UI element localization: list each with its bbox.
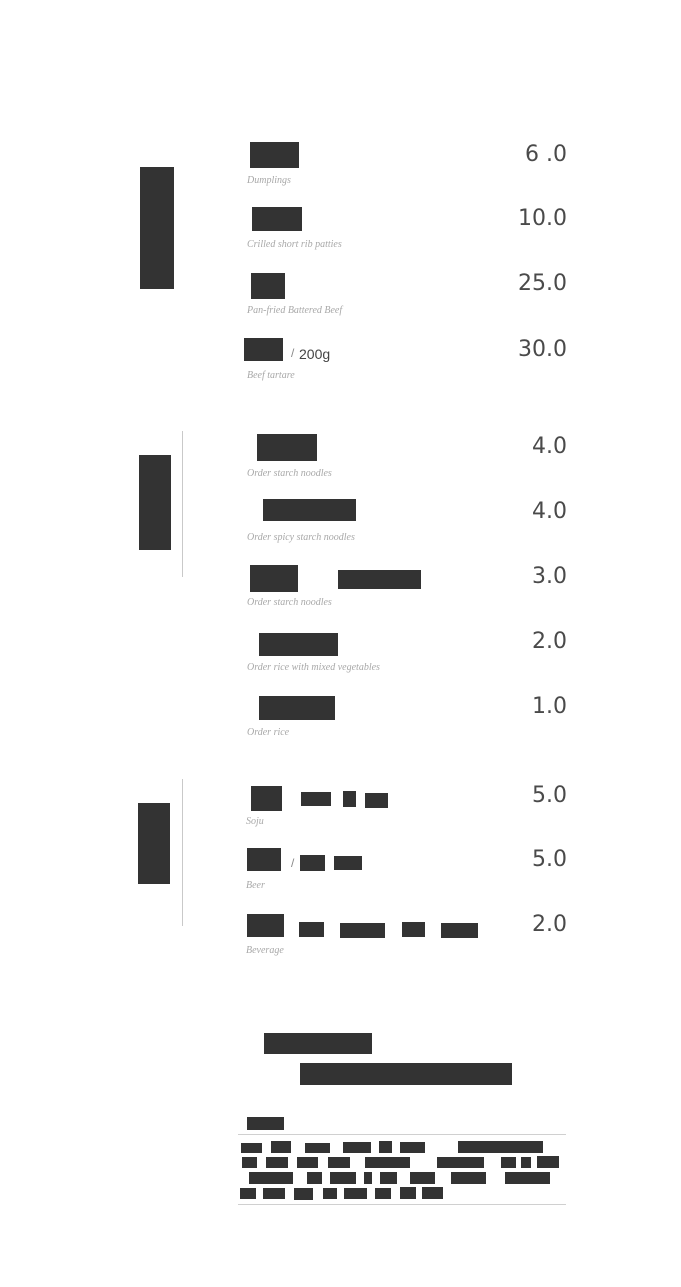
separator-slash: / <box>291 856 295 870</box>
notes-text-redacted <box>241 1143 262 1153</box>
item-price: 6 .0 <box>525 142 567 167</box>
item-name-redacted <box>259 633 338 656</box>
item-name-redacted <box>250 565 298 592</box>
notes-text-redacted <box>330 1172 356 1184</box>
notes-text-redacted <box>271 1141 291 1153</box>
footer-heading-redacted <box>264 1033 372 1054</box>
item-name-redacted <box>301 792 331 806</box>
item-price: 2.0 <box>532 912 567 937</box>
notes-text-redacted <box>537 1156 559 1168</box>
item-price: 4.0 <box>532 499 567 524</box>
item-price: 2.0 <box>532 629 567 654</box>
notes-text-redacted <box>263 1188 285 1199</box>
item-price: 4.0 <box>532 434 567 459</box>
item-name-redacted <box>338 570 421 589</box>
item-name-redacted <box>259 696 335 720</box>
item-name-en: Beef tartare <box>247 370 295 381</box>
notes-text-redacted <box>364 1172 372 1184</box>
item-name-en: Order rice with mixed vegetables <box>247 662 380 673</box>
footer-subheading-redacted <box>300 1063 512 1085</box>
item-name-redacted <box>334 856 362 870</box>
notes-text-redacted <box>410 1172 435 1184</box>
item-name-redacted <box>299 922 324 937</box>
item-name-redacted <box>441 923 478 938</box>
item-name-en: Order starch noodles <box>247 468 332 479</box>
item-name-redacted <box>251 786 282 811</box>
notes-text-redacted <box>294 1188 313 1200</box>
item-name-en: Dumplings <box>247 175 291 186</box>
item-name-en: Crilled short rib patties <box>247 239 342 250</box>
item-name-en: Beverage <box>246 945 284 956</box>
item-name-redacted <box>402 922 425 937</box>
item-weight: 200g <box>299 346 331 362</box>
notes-text-redacted <box>344 1188 367 1199</box>
notes-text-redacted <box>375 1188 391 1199</box>
notes-text-redacted <box>380 1172 397 1184</box>
item-name-en: Order starch noodles <box>247 597 332 608</box>
item-price: 5.0 <box>532 847 567 872</box>
notes-text-redacted <box>305 1143 330 1153</box>
item-name-redacted <box>263 499 356 521</box>
item-name-redacted <box>244 338 283 361</box>
section-2-title-redacted <box>139 455 171 550</box>
notes-text-redacted <box>242 1157 257 1168</box>
item-price: 3.0 <box>532 564 567 589</box>
item-price: 25.0 <box>518 271 567 296</box>
notes-text-redacted <box>328 1157 350 1168</box>
section-divider <box>182 431 183 577</box>
notes-text-redacted <box>249 1172 293 1184</box>
notes-text-redacted <box>400 1142 425 1153</box>
notes-text-redacted <box>437 1157 484 1168</box>
item-name-redacted <box>250 142 299 168</box>
item-price: 1.0 <box>532 694 567 719</box>
notes-text-redacted <box>458 1141 543 1153</box>
notes-text-redacted <box>266 1157 288 1168</box>
notes-text-redacted <box>501 1157 516 1168</box>
notes-text-redacted <box>307 1172 322 1184</box>
item-name-redacted <box>251 273 285 299</box>
notes-text-redacted <box>451 1172 486 1184</box>
notes-text-redacted <box>365 1157 410 1168</box>
notes-label-redacted <box>247 1117 284 1130</box>
notes-text-redacted <box>343 1142 371 1153</box>
item-name-redacted <box>365 793 388 808</box>
item-name-redacted <box>340 923 385 938</box>
notes-text-redacted <box>400 1187 416 1199</box>
notes-bottom-rule <box>238 1204 566 1205</box>
notes-text-redacted <box>505 1172 550 1184</box>
section-divider <box>182 779 183 926</box>
notes-text-redacted <box>323 1188 337 1199</box>
item-name-redacted <box>247 914 284 937</box>
item-name-redacted <box>247 848 281 871</box>
item-name-redacted <box>300 855 325 871</box>
item-price: 5.0 <box>532 783 567 808</box>
item-price: 30.0 <box>518 337 567 362</box>
notes-text-redacted <box>297 1157 318 1168</box>
item-name-redacted <box>257 434 317 461</box>
notes-text-redacted <box>521 1157 531 1168</box>
item-name-en: Order rice <box>247 727 290 738</box>
section-3-title-redacted <box>138 803 170 884</box>
item-price: 10.0 <box>518 206 567 231</box>
item-name-en: Soju <box>246 816 264 827</box>
item-name-en: Order spicy starch noodles <box>247 532 355 543</box>
separator-slash: / <box>291 346 295 360</box>
notes-top-rule <box>238 1134 566 1135</box>
item-name-en: Beer <box>246 880 265 891</box>
item-name-en: Pan-fried Battered Beef <box>247 305 343 316</box>
notes-text-redacted <box>379 1141 392 1153</box>
item-name-redacted <box>343 791 356 807</box>
notes-text-redacted <box>422 1187 443 1199</box>
section-1-title-redacted <box>140 167 174 289</box>
item-name-redacted <box>252 207 302 231</box>
notes-text-redacted <box>240 1188 256 1199</box>
